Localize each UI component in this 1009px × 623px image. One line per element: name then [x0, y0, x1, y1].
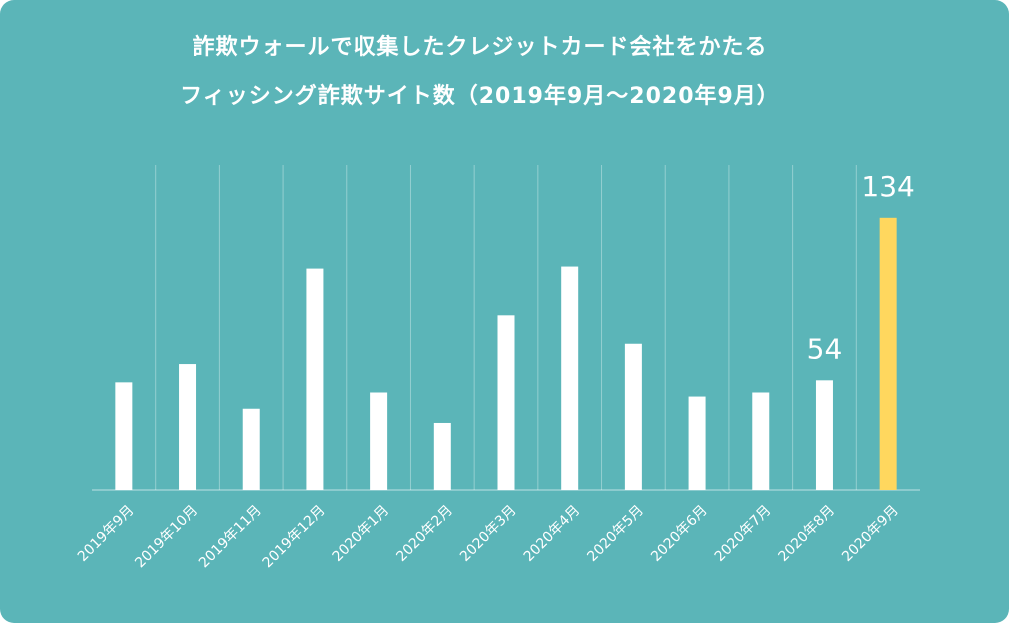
bar — [688, 396, 706, 490]
value-label: 54 — [807, 332, 843, 365]
chart-title: 詐欺ウォールで収集したクレジットカード会社をかたる — [192, 34, 767, 60]
bar — [752, 392, 770, 490]
bar — [242, 408, 260, 490]
bar — [561, 266, 579, 490]
chart-title: フィッシング詐欺サイト数（2019年9月～2020年9月） — [180, 83, 780, 109]
bar — [370, 392, 388, 490]
value-label: 134 — [861, 170, 914, 203]
bar — [497, 315, 515, 490]
bar — [306, 268, 324, 490]
bar — [433, 422, 451, 490]
bar — [179, 364, 197, 490]
bar — [879, 217, 897, 490]
bar — [115, 382, 133, 490]
bar — [624, 343, 642, 490]
bar — [815, 380, 833, 490]
